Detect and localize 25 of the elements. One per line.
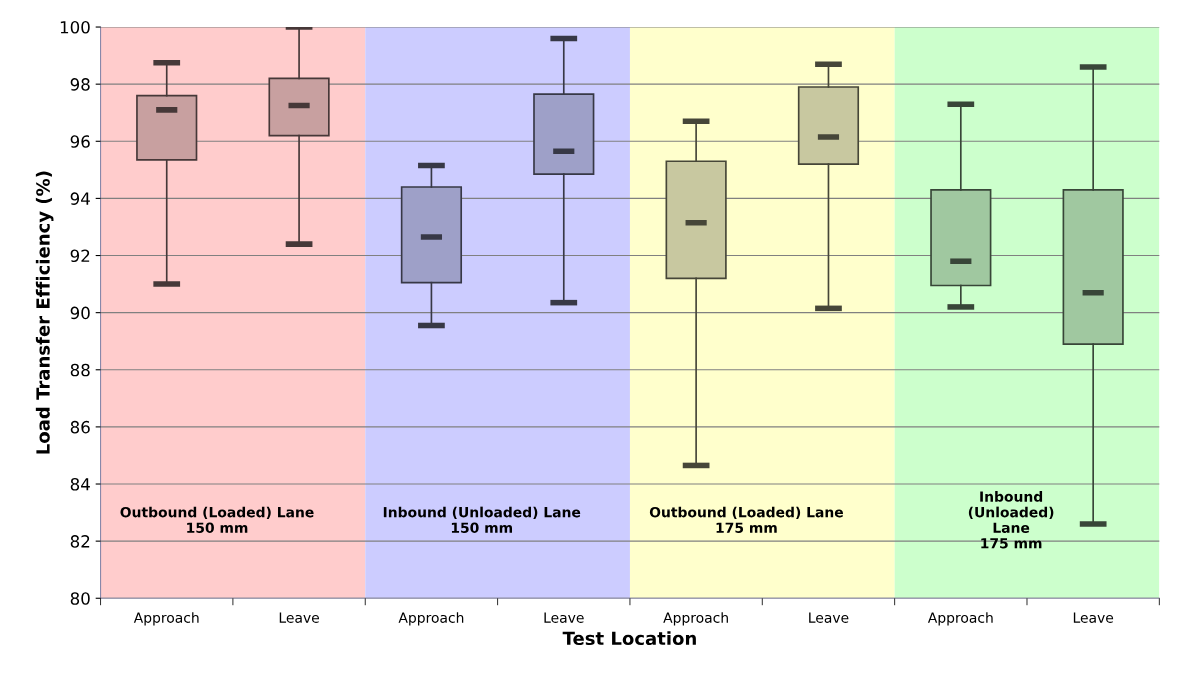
annotation: Inbound (Unloaded) Lane 150 mm <box>383 506 581 533</box>
y-tick-label: 100 <box>60 21 90 34</box>
x-tick-label: Approach <box>927 612 993 626</box>
y-tick-label: 94 <box>70 192 90 205</box>
y-tick-label: 88 <box>70 363 90 377</box>
x-tick-label: Approach <box>133 612 199 626</box>
y-tick-label: 86 <box>70 420 90 434</box>
y-tick-label: 90 <box>70 306 90 320</box>
y-axis-title: Load Transfer Efficiency (%) <box>35 171 54 454</box>
annotation: Outbound (Loaded) Lane 175 mm <box>649 506 843 533</box>
y-tick-label: 98 <box>70 78 90 91</box>
y-tick-label: 80 <box>70 592 90 605</box>
x-axis-title: Test Location <box>562 631 696 646</box>
x-tick-label: Leave <box>544 612 584 623</box>
y-tick-label: 96 <box>70 135 90 148</box>
x-tick-label: Leave <box>1073 612 1114 623</box>
x-tick-label: Approach <box>663 612 728 626</box>
x-tick-label: Leave <box>279 612 319 623</box>
y-tick-label: 84 <box>70 477 90 491</box>
annotation: Outbound (Loaded) Lane 150 mm <box>120 506 314 533</box>
x-tick-label: Leave <box>809 612 849 623</box>
x-tick-label: Approach <box>398 612 464 626</box>
annotation: Inbound (Unloaded) Lane 175 mm <box>968 491 1054 549</box>
y-tick-label: 82 <box>70 535 90 548</box>
y-tick-label: 92 <box>70 249 90 263</box>
